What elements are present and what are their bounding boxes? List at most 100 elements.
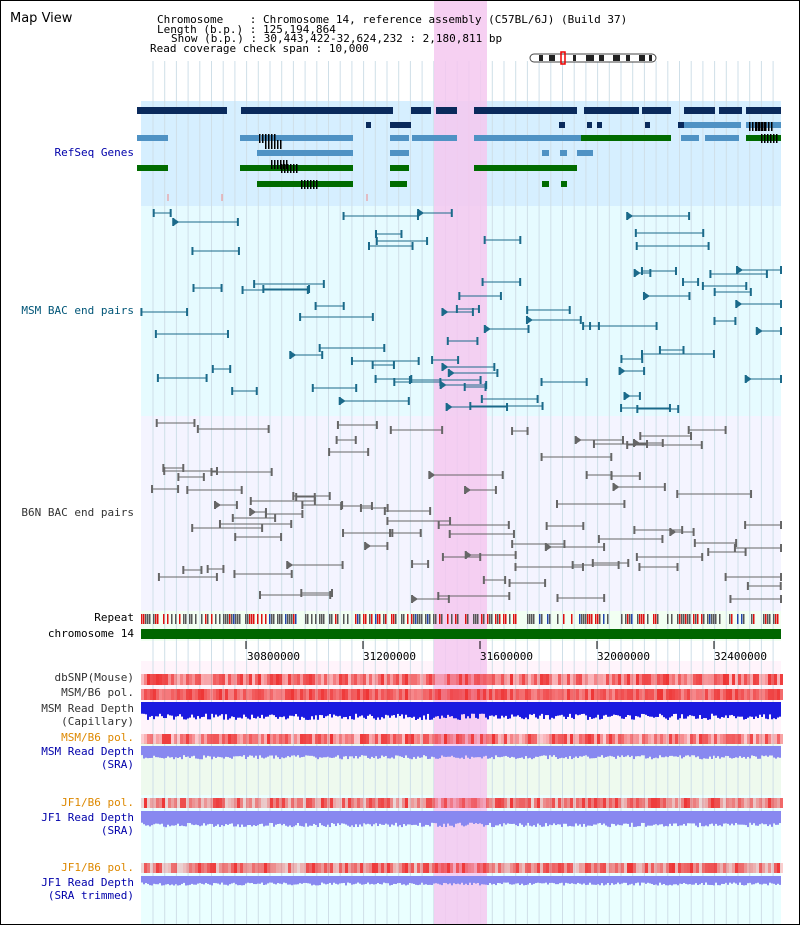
pol-cell — [780, 863, 783, 873]
depth-bar — [219, 876, 221, 885]
track-label-msm-depth-cap-1[interactable]: MSM Read Depth — [41, 702, 134, 715]
depth-bar — [473, 876, 475, 883]
track-label-jf1-b6-pol-1[interactable]: JF1/B6 pol. — [61, 796, 134, 809]
repeat-mark — [175, 614, 177, 624]
depth-bar — [217, 811, 219, 825]
depth-bar — [269, 702, 271, 715]
depth-bar — [691, 876, 693, 885]
depth-bar — [323, 746, 325, 758]
pol-cell — [363, 798, 366, 808]
track-label-jf1-b6-pol-2[interactable]: JF1/B6 pol. — [61, 861, 134, 874]
depth-bar — [369, 876, 371, 885]
pol-cell — [147, 798, 150, 808]
track-label-dbsnp[interactable]: dbSNP(Mouse) — [54, 671, 134, 684]
depth-bar — [667, 746, 669, 758]
depth-bar — [517, 876, 519, 884]
pol-cell — [759, 798, 762, 808]
depth-bar — [227, 876, 229, 886]
bac-end — [182, 566, 185, 574]
pol-cell — [351, 689, 354, 700]
depth-bar — [485, 876, 487, 885]
bac-end — [450, 209, 453, 217]
info-coverage: Read coverage check span : 10,000 — [150, 42, 369, 55]
pol-cell — [327, 734, 330, 744]
track-label-msm-b6-pol-1[interactable]: MSM/B6 pol. — [61, 686, 134, 699]
pol-cell — [633, 863, 636, 873]
depth-bar — [723, 702, 725, 718]
track-label-msm-b6-pol-2[interactable]: MSM/B6 pol. — [61, 731, 134, 744]
repeat-mark — [155, 614, 157, 624]
bac-end — [386, 542, 389, 550]
pol-cell — [531, 689, 534, 700]
depth-bar — [699, 811, 701, 823]
depth-bar — [169, 876, 171, 886]
repeat-mark — [641, 614, 643, 624]
pol-cell — [774, 734, 777, 744]
bac-end — [640, 267, 643, 275]
depth-bar — [311, 746, 313, 756]
track-label-msm-depth-sra-1[interactable]: MSM Read Depth — [41, 745, 134, 758]
pol-cell — [690, 674, 693, 685]
depth-bar — [193, 746, 195, 756]
depth-bar — [173, 876, 175, 886]
depth-bar — [741, 702, 743, 717]
depth-bar — [231, 702, 233, 717]
depth-bar — [687, 702, 689, 717]
depth-bar — [261, 811, 263, 824]
track-label-b6n-bac[interactable]: B6N BAC end pairs — [21, 506, 134, 519]
track-label-msm-bac[interactable]: MSM BAC end pairs — [21, 304, 134, 317]
track-label-refseq[interactable]: RefSeq Genes — [54, 146, 134, 159]
pol-cell — [438, 689, 441, 700]
track-label-jf1-depth-sra-1[interactable]: JF1 Read Depth — [41, 811, 134, 824]
depth-bar — [561, 746, 563, 758]
depth-bar — [605, 811, 607, 826]
bac-end — [501, 471, 504, 479]
pol-cell — [570, 689, 573, 700]
depth-bar — [655, 702, 657, 717]
pol-cell — [438, 734, 441, 744]
depth-bar — [257, 702, 259, 717]
track-label-jf1-depth-trim-1[interactable]: JF1 Read Depth — [41, 876, 134, 889]
pol-cell — [255, 674, 258, 685]
depth-bar — [431, 811, 433, 823]
depth-bar — [489, 811, 491, 823]
pol-cell — [330, 798, 333, 808]
pol-cell — [684, 674, 687, 685]
depth-bar — [627, 702, 629, 715]
info-coverage-key: Read coverage check span — [150, 42, 309, 55]
depth-bar — [569, 811, 571, 826]
depth-bar — [287, 746, 289, 757]
pol-cell — [360, 734, 363, 744]
depth-bar — [413, 876, 415, 884]
pol-cell — [396, 734, 399, 744]
depth-bar — [443, 702, 445, 718]
depth-bar — [519, 876, 521, 886]
depth-bar — [317, 746, 319, 760]
pol-cell — [486, 734, 489, 744]
repeat-mark — [205, 614, 207, 624]
depth-bar — [645, 876, 647, 884]
depth-bar — [621, 876, 623, 884]
depth-bar — [677, 702, 679, 720]
depth-bar — [227, 702, 229, 720]
pol-cell — [183, 689, 186, 700]
bac-end — [220, 284, 223, 292]
depth-bar — [283, 811, 285, 824]
depth-bar — [343, 876, 345, 883]
bac-arrow — [412, 595, 419, 603]
depth-bar — [635, 702, 637, 717]
pol-cell — [273, 734, 276, 744]
depth-bar — [533, 876, 535, 884]
depth-bar — [385, 702, 387, 715]
pol-cell — [603, 734, 606, 744]
track-label-repeat[interactable]: Repeat — [94, 611, 134, 624]
depth-bar — [609, 702, 611, 717]
depth-bar — [747, 811, 749, 828]
bac-end — [709, 270, 712, 278]
depth-bar — [685, 746, 687, 756]
bac-end — [417, 357, 420, 365]
depth-bar — [483, 876, 485, 885]
depth-bar — [443, 746, 445, 757]
depth-bar — [583, 811, 585, 824]
bac-end — [202, 473, 205, 481]
